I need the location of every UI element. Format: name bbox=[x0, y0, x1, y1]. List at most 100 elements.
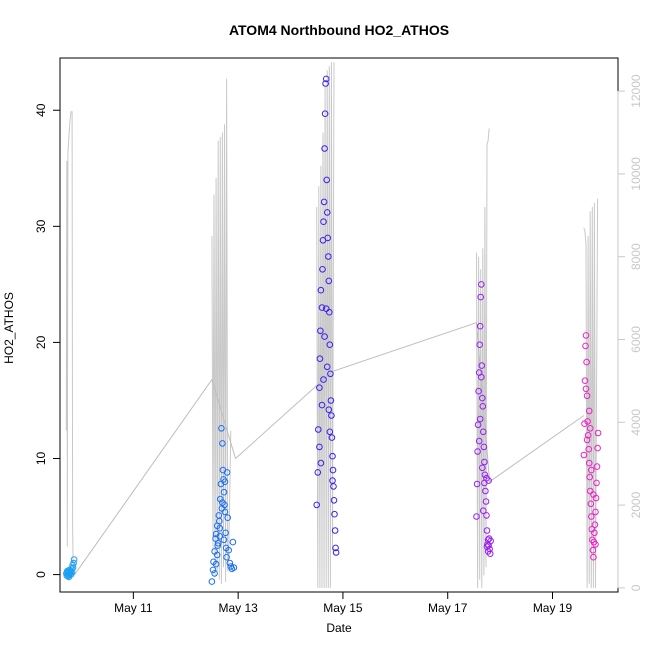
data-point bbox=[219, 440, 226, 447]
data-point bbox=[212, 560, 220, 568]
data-point bbox=[588, 513, 595, 520]
data-point bbox=[230, 564, 238, 571]
data-point bbox=[330, 483, 337, 490]
data-point bbox=[581, 377, 589, 385]
data-point bbox=[221, 478, 229, 486]
data-point bbox=[318, 401, 326, 409]
data-point bbox=[223, 469, 231, 476]
data-point bbox=[322, 305, 330, 313]
data-point bbox=[582, 332, 590, 339]
y-tick-label: 10 bbox=[34, 452, 48, 466]
data-point bbox=[222, 529, 229, 537]
data-point bbox=[329, 452, 336, 460]
data-point bbox=[586, 425, 594, 432]
data-point bbox=[587, 500, 595, 508]
data-points bbox=[63, 75, 602, 585]
altitude-trace bbox=[476, 128, 490, 588]
data-point bbox=[482, 498, 490, 505]
data-point bbox=[327, 370, 334, 378]
data-point bbox=[480, 443, 488, 451]
data-point bbox=[321, 145, 328, 152]
data-point bbox=[316, 355, 324, 363]
x-axis-label: Date bbox=[326, 621, 352, 635]
data-point bbox=[582, 385, 590, 393]
data-point bbox=[331, 527, 339, 534]
data-point bbox=[220, 488, 228, 496]
data-point bbox=[594, 444, 601, 452]
data-point bbox=[476, 341, 484, 349]
data-point bbox=[326, 428, 334, 436]
y-tick-label: 40 bbox=[34, 103, 48, 117]
altitude-trace bbox=[211, 78, 232, 584]
data-point bbox=[323, 363, 331, 371]
data-point bbox=[223, 553, 230, 561]
data-point bbox=[473, 480, 481, 488]
data-point bbox=[473, 513, 480, 520]
data-point bbox=[213, 551, 221, 559]
data-point bbox=[211, 570, 218, 577]
data-point bbox=[214, 542, 221, 549]
data-point bbox=[592, 508, 599, 516]
y2-tick-label: 8000 bbox=[629, 243, 643, 270]
data-point bbox=[216, 524, 224, 532]
data-point bbox=[474, 421, 482, 429]
data-point bbox=[70, 556, 78, 563]
data-point bbox=[218, 425, 225, 432]
y2-tick-label: 0 bbox=[629, 584, 643, 591]
y2-tick-label: 10000 bbox=[629, 157, 643, 191]
data-point bbox=[585, 407, 593, 415]
y-tick-label: 20 bbox=[34, 335, 48, 349]
data-point bbox=[325, 253, 332, 260]
altitude-trace bbox=[316, 62, 335, 588]
data-point bbox=[317, 286, 325, 294]
data-point bbox=[478, 362, 486, 369]
data-point bbox=[586, 473, 594, 481]
data-point bbox=[475, 387, 482, 395]
y2-tick-label: 2000 bbox=[629, 491, 643, 518]
data-point bbox=[320, 376, 327, 383]
data-point bbox=[316, 443, 323, 451]
y2-tick-label: 12000 bbox=[629, 74, 643, 108]
data-point bbox=[478, 281, 485, 288]
data-point bbox=[67, 569, 74, 576]
plot-frame bbox=[59, 57, 619, 593]
data-point bbox=[591, 529, 598, 537]
data-point bbox=[329, 477, 336, 484]
data-point bbox=[593, 463, 601, 470]
data-point bbox=[323, 209, 331, 216]
data-point bbox=[583, 392, 591, 400]
connector-trace bbox=[74, 322, 585, 575]
data-point bbox=[323, 176, 331, 184]
data-point bbox=[320, 198, 328, 206]
data-point bbox=[217, 495, 224, 503]
data-point bbox=[580, 451, 588, 459]
data-point bbox=[70, 559, 77, 567]
x-tick-label: May 19 bbox=[533, 601, 573, 615]
data-point bbox=[321, 110, 329, 117]
data-point bbox=[225, 546, 232, 554]
data-point bbox=[226, 559, 234, 567]
data-point bbox=[318, 304, 326, 311]
altitude-trace bbox=[583, 198, 599, 588]
data-point bbox=[313, 501, 321, 509]
y-tick-label: 0 bbox=[34, 571, 48, 578]
data-point bbox=[590, 553, 597, 561]
data-point bbox=[324, 234, 332, 242]
data-point bbox=[209, 566, 217, 574]
data-point bbox=[481, 471, 489, 479]
flight-connector-line bbox=[74, 322, 585, 575]
data-point bbox=[481, 458, 488, 466]
data-point bbox=[220, 536, 228, 544]
data-point bbox=[486, 550, 494, 558]
data-point bbox=[332, 549, 340, 556]
data-point bbox=[321, 333, 328, 340]
altitude-traces bbox=[65, 62, 599, 588]
data-point bbox=[477, 293, 485, 301]
data-point bbox=[65, 572, 72, 580]
data-point bbox=[583, 358, 590, 366]
data-point bbox=[479, 403, 487, 410]
data-point bbox=[328, 434, 336, 441]
data-point bbox=[216, 533, 224, 540]
